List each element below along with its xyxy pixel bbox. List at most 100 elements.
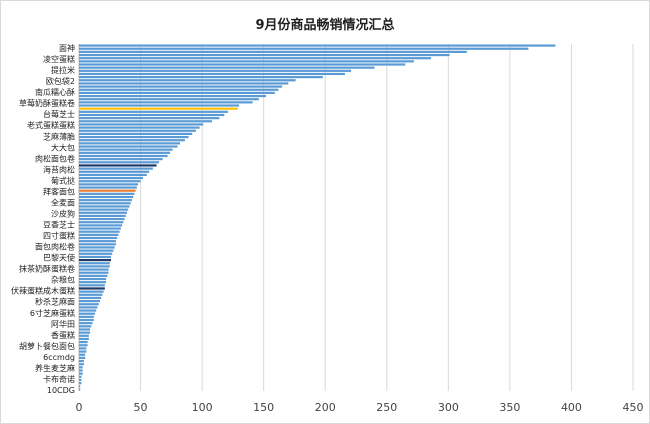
bar — [79, 139, 185, 142]
bar — [79, 281, 107, 284]
x-tick-label: 450 — [623, 401, 644, 414]
bar — [79, 255, 112, 259]
category-label: 香蛋糕 — [51, 330, 75, 340]
bar — [79, 76, 323, 79]
bar — [79, 290, 104, 293]
bar — [79, 98, 259, 101]
bar — [79, 388, 81, 391]
bar — [79, 243, 116, 246]
category-label: 南瓜糯心酥 — [35, 87, 75, 97]
bar — [79, 91, 275, 94]
bar — [79, 88, 279, 91]
bar — [79, 113, 225, 117]
bar — [79, 347, 87, 350]
bar — [79, 224, 123, 227]
bar — [79, 148, 173, 151]
bar — [79, 161, 160, 164]
bar — [79, 164, 157, 167]
bar — [79, 53, 450, 57]
bar — [79, 151, 171, 154]
bar — [79, 366, 83, 369]
bar — [79, 262, 110, 265]
bar — [79, 341, 88, 344]
bar — [79, 227, 121, 230]
bar — [79, 101, 253, 104]
bar — [79, 217, 125, 221]
bar — [79, 350, 87, 353]
bar — [79, 375, 82, 378]
bar — [79, 372, 83, 375]
gridlines — [78, 44, 634, 391]
bar — [79, 268, 109, 271]
bar — [79, 299, 100, 303]
bar — [79, 252, 113, 255]
bar — [79, 189, 136, 192]
bar — [79, 183, 139, 186]
x-tick-label: 150 — [253, 401, 274, 414]
bar — [79, 363, 84, 366]
category-label: 6寸芝麻蛋糕 — [30, 308, 75, 318]
bar — [79, 117, 220, 120]
category-label: 胡萝卜餐包面包 — [19, 341, 75, 351]
bar — [79, 369, 83, 372]
bar — [79, 296, 102, 300]
category-label: 草莓奶酥蛋糕卷 — [19, 98, 75, 108]
bar — [79, 318, 94, 322]
bar — [79, 331, 91, 334]
bar — [79, 158, 163, 161]
bar — [79, 176, 144, 180]
category-label: 杂粮包 — [51, 275, 75, 285]
bar — [79, 265, 110, 268]
bar — [79, 69, 352, 72]
category-label: 面包肉松卷 — [35, 242, 75, 252]
bar — [79, 236, 118, 240]
bar — [79, 208, 129, 211]
category-label: 葡式挞 — [51, 175, 75, 185]
category-label: 提拉米 — [51, 65, 75, 75]
bar — [79, 337, 89, 341]
bars — [79, 44, 556, 391]
bar — [79, 173, 147, 177]
bar — [79, 79, 296, 82]
x-tick-label: 0 — [76, 401, 83, 414]
bar — [79, 107, 238, 110]
bar — [79, 192, 135, 195]
bar — [79, 129, 196, 132]
bar — [79, 246, 115, 249]
category-label: 海苔肉松 — [43, 164, 75, 174]
category-label: 抹茶奶酥蛋糕卷 — [19, 264, 75, 274]
bar — [79, 104, 240, 107]
category-label: 阿华田 — [51, 319, 75, 329]
bar — [79, 356, 86, 359]
bar — [79, 240, 116, 243]
chart-title: 9月份商品畅销情况汇总 — [255, 18, 395, 33]
category-label: 拜客面包 — [43, 186, 75, 196]
x-tick-label: 400 — [561, 401, 582, 414]
bar — [79, 167, 153, 170]
bar — [79, 211, 128, 214]
bar — [79, 154, 168, 158]
bar — [79, 221, 124, 224]
bar — [79, 66, 375, 69]
bar — [79, 277, 107, 281]
bar — [79, 315, 94, 318]
bar — [79, 306, 98, 309]
bar — [79, 202, 131, 205]
bar — [79, 60, 414, 63]
bar — [79, 293, 103, 296]
bar — [79, 82, 289, 85]
bar — [79, 382, 82, 385]
category-label: 老式蛋糕蛋糕 — [27, 120, 75, 130]
bar — [79, 126, 200, 129]
bar — [79, 230, 120, 233]
bar — [79, 132, 193, 136]
bar — [79, 214, 126, 218]
category-label: 10CDG — [47, 386, 75, 395]
category-label: 肉松面包卷 — [35, 153, 75, 163]
category-label: 台莓芝士 — [43, 109, 75, 119]
x-tick-label: 100 — [192, 401, 213, 414]
bar — [79, 142, 180, 145]
bar — [79, 287, 105, 290]
bar — [79, 309, 97, 312]
